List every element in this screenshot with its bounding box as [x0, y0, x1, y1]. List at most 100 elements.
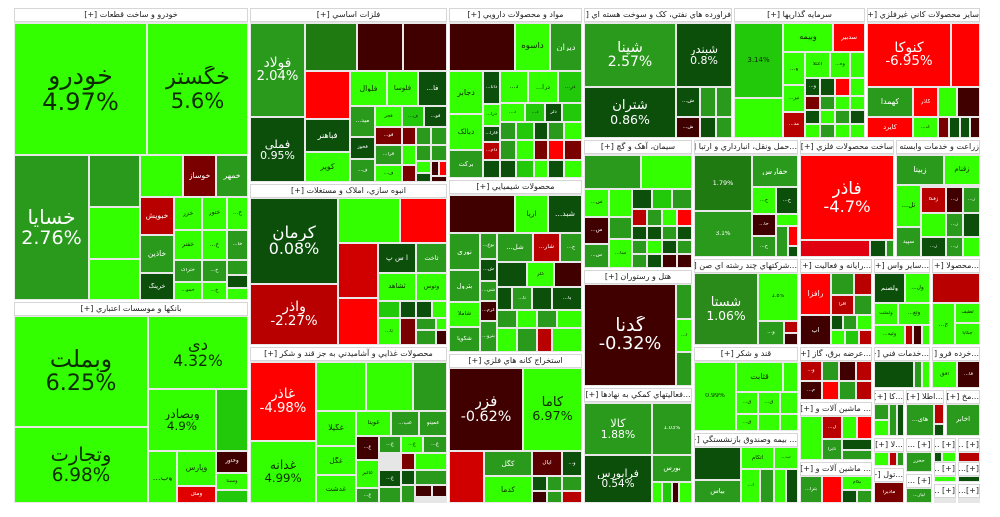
stock-tile[interactable]: ...غب — [391, 411, 419, 436]
stock-tile[interactable]: غویتا — [356, 411, 391, 436]
stock-tile[interactable] — [431, 161, 439, 176]
stock-tile[interactable] — [914, 361, 922, 388]
stock-tile[interactable] — [822, 381, 839, 400]
sector-header-expand[interactable]: [+] ... — [906, 438, 932, 452]
stock-tile[interactable]: خمهر — [216, 155, 248, 197]
stock-tile[interactable] — [647, 240, 662, 254]
stock-tile[interactable]: بورس — [652, 455, 692, 482]
stock-tile[interactable] — [89, 155, 140, 207]
stock-tile[interactable] — [820, 96, 835, 110]
stock-tile[interactable]: ...ز — [963, 187, 980, 213]
stock-tile[interactable] — [854, 295, 872, 315]
stock-tile[interactable]: فملی 0.95% — [250, 117, 305, 182]
stock-tile[interactable]: ...های — [906, 404, 934, 436]
stock-tile[interactable] — [500, 160, 516, 178]
stock-tile[interactable] — [609, 217, 632, 239]
stock-tile[interactable] — [700, 117, 716, 138]
stock-tile[interactable] — [402, 127, 416, 145]
stock-tile[interactable] — [676, 352, 692, 386]
stock-tile[interactable]: ...قا — [957, 361, 980, 388]
stock-tile[interactable]: سدبیر — [833, 23, 865, 52]
stock-tile[interactable]: داسوه — [515, 23, 550, 71]
stock-tile[interactable] — [842, 450, 872, 460]
stock-tile[interactable] — [89, 207, 140, 259]
stock-tile[interactable] — [839, 361, 856, 381]
stock-tile[interactable] — [400, 318, 416, 345]
sector-header-expand[interactable]: سيمان، آهک و گچ [+] — [584, 140, 692, 154]
stock-tile[interactable] — [413, 362, 447, 411]
stock-tile[interactable] — [677, 209, 692, 226]
stock-tile[interactable] — [316, 362, 366, 411]
stock-tile[interactable] — [889, 452, 897, 466]
stock-tile[interactable] — [835, 110, 850, 124]
stock-tile[interactable]: افرا — [831, 295, 854, 315]
stock-tile[interactable]: بترول — [449, 270, 480, 302]
stock-tile[interactable] — [835, 96, 850, 110]
stock-tile[interactable] — [338, 243, 378, 298]
stock-tile[interactable] — [647, 226, 662, 240]
stock-tile[interactable] — [905, 325, 913, 345]
stock-tile[interactable]: دجابر — [449, 71, 483, 114]
stock-tile[interactable] — [662, 254, 677, 268]
stock-tile[interactable] — [942, 452, 956, 462]
stock-tile[interactable] — [932, 273, 980, 303]
stock-tile[interactable]: زقنام — [944, 155, 980, 185]
stock-tile[interactable]: حخزر — [906, 452, 932, 472]
stock-tile[interactable]: زبینا — [896, 155, 944, 185]
stock-tile[interactable] — [776, 214, 798, 226]
stock-tile[interactable] — [774, 469, 786, 503]
stock-tile[interactable] — [584, 155, 641, 189]
stock-tile[interactable] — [679, 482, 692, 503]
stock-tile[interactable] — [874, 361, 914, 388]
stock-tile[interactable]: 1.8% — [758, 273, 798, 321]
stock-tile[interactable]: شبندر 0.8% — [676, 23, 732, 87]
sector-header-expand[interactable]: ...لا [+] — [874, 438, 904, 452]
stock-tile[interactable] — [500, 122, 516, 140]
stock-tile[interactable] — [897, 452, 904, 466]
stock-tile[interactable] — [564, 122, 582, 140]
stock-tile[interactable]: وبیمه — [783, 23, 833, 52]
stock-tile[interactable] — [378, 301, 400, 318]
stock-tile[interactable]: ...د — [500, 103, 525, 122]
stock-tile[interactable]: ثاخت — [416, 243, 447, 273]
stock-tile[interactable]: خرینگ — [140, 273, 174, 300]
stock-tile[interactable]: ...فارا — [483, 126, 500, 142]
stock-tile[interactable]: دی 4.32% — [148, 316, 248, 389]
stock-tile[interactable]: ...بوع — [480, 233, 497, 259]
stock-tile[interactable] — [897, 404, 904, 436]
stock-tile[interactable]: ...بترا — [800, 476, 822, 503]
stock-tile[interactable]: ...شار — [533, 233, 560, 262]
stock-tile[interactable]: ...ولغ — [898, 303, 930, 325]
sector-header-expand[interactable]: ساخت محصولات فلزي [+] — [800, 140, 894, 154]
stock-tile[interactable] — [431, 145, 447, 161]
stock-tile[interactable] — [958, 476, 980, 482]
stock-tile[interactable] — [788, 246, 798, 257]
stock-tile[interactable]: ...س — [584, 217, 609, 244]
stock-tile[interactable]: حفارس — [752, 155, 798, 187]
stock-tile[interactable]: ...تا — [512, 287, 532, 310]
stock-tile[interactable] — [483, 160, 500, 178]
stock-tile[interactable] — [676, 284, 692, 319]
stock-tile[interactable] — [552, 328, 582, 352]
stock-tile[interactable] — [677, 226, 692, 240]
sector-header-expand[interactable]: [+] ... — [934, 484, 956, 498]
stock-tile[interactable]: ...د — [525, 103, 545, 122]
stock-tile[interactable] — [760, 469, 774, 503]
stock-tile[interactable] — [647, 254, 662, 268]
stock-tile[interactable] — [564, 160, 582, 178]
stock-tile[interactable] — [938, 87, 957, 117]
stock-tile[interactable] — [843, 315, 857, 330]
stock-tile[interactable]: ...ح — [752, 187, 776, 214]
stock-tile[interactable]: کاما 6.97% — [523, 368, 582, 451]
sector-header-expand[interactable]: استخراج کانه هاي فلزي [+] — [449, 354, 582, 368]
stock-tile[interactable]: ...ق — [736, 414, 758, 431]
stock-tile[interactable]: افق — [932, 361, 957, 388]
sector-header-expand[interactable]: ...فعاليتهاي کمکي به نهادها [+] — [584, 388, 692, 402]
sector-header-expand[interactable]: [+] ... — [958, 438, 980, 452]
stock-tile[interactable] — [357, 23, 403, 71]
stock-tile[interactable] — [548, 122, 564, 140]
stock-tile[interactable] — [874, 420, 889, 436]
stock-tile[interactable]: گدنا -0.32% — [584, 284, 676, 386]
stock-tile[interactable] — [532, 476, 547, 491]
stock-tile[interactable]: ...آ — [676, 319, 692, 352]
